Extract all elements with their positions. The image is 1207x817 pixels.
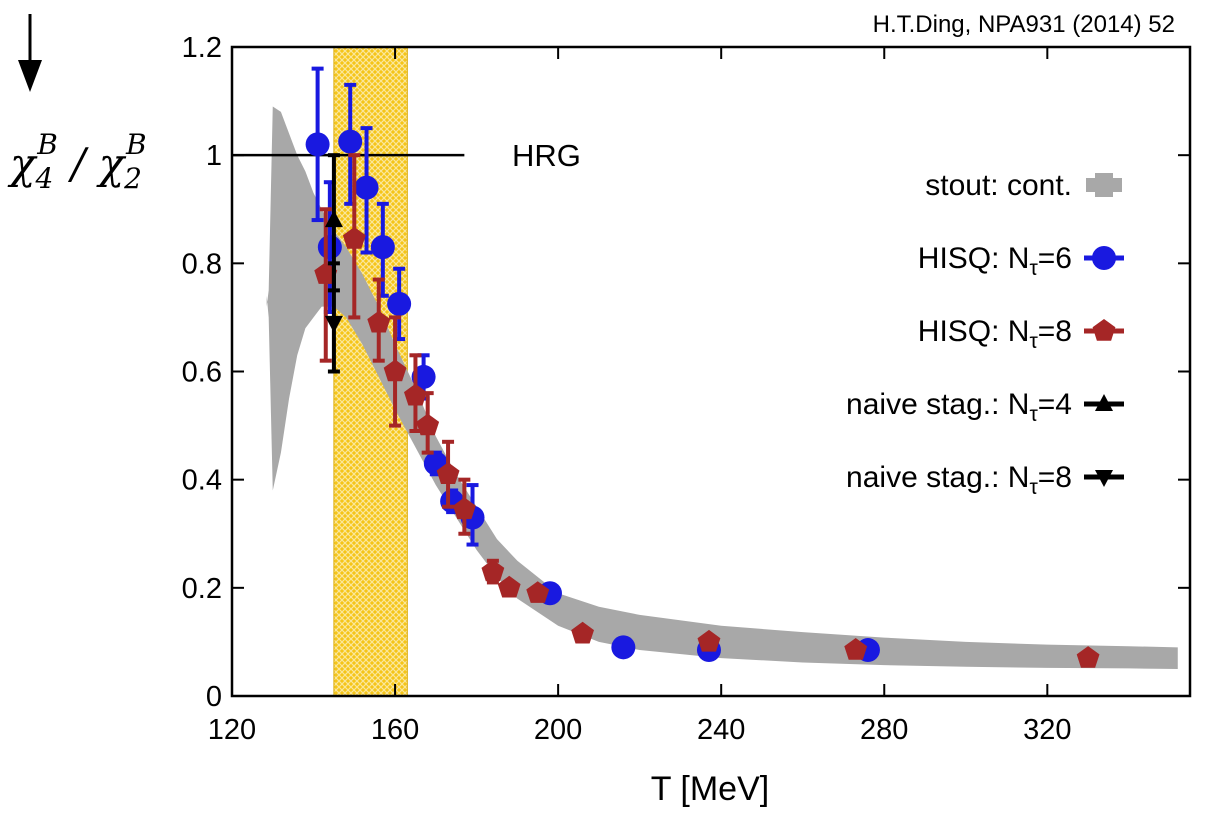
legend-label: HISQ: Nτ=6 (918, 242, 1072, 280)
legend-marker (1092, 246, 1116, 270)
data-point (1076, 646, 1100, 668)
y-tick-label: 1.2 (182, 32, 222, 64)
x-tick-label: 320 (1023, 714, 1071, 746)
y-tick-label: 0 (206, 681, 222, 713)
x-tick-label: 200 (534, 714, 582, 746)
hrg-label: HRG (512, 138, 581, 173)
data-point (416, 413, 440, 436)
legend-marker (1095, 470, 1113, 487)
data-point (697, 629, 721, 652)
data-point (305, 132, 330, 157)
legend-marker (1092, 319, 1116, 341)
legend-label: naive stag.: Nτ=8 (846, 461, 1072, 499)
data-point (481, 559, 505, 582)
citation-text: H.T.Ding, NPA931 (2014) 52 (873, 11, 1175, 38)
data-point (387, 291, 412, 316)
data-point (314, 262, 338, 284)
data-point (370, 235, 395, 260)
data-point (497, 575, 521, 598)
data-point (317, 235, 342, 260)
data-point (411, 364, 436, 389)
data-point (324, 315, 343, 333)
y-tick-label: 0.6 (182, 357, 222, 389)
down-arrow-icon (18, 14, 42, 92)
legend-label: HISQ: Nτ=8 (918, 315, 1072, 353)
y-tick-label: 0.2 (182, 573, 222, 605)
legend-swatch (1095, 173, 1113, 197)
x-axis-label: T [MeV] (651, 770, 769, 808)
data-point (383, 359, 407, 382)
legend-marker (1095, 394, 1113, 411)
data-point (404, 383, 427, 406)
data-point (611, 635, 636, 660)
data-point (436, 462, 460, 484)
data-point (338, 129, 363, 154)
y-tick-label: 1 (206, 140, 222, 172)
legend: stout: cont. HISQ: Nτ=6 HISQ: Nτ=8 naive st… (846, 169, 1124, 499)
data-point (453, 497, 476, 520)
x-tick-label: 280 (860, 714, 908, 746)
y-tick-label: 0.8 (182, 248, 222, 280)
x-tick-label: 240 (697, 714, 745, 746)
data-point (354, 175, 379, 200)
plot-area: HRG 0 0.2 0.4 0.6 0.8 1 1.2 120 160 200 240 280 320 (182, 32, 1192, 746)
x-tick-label: 160 (371, 714, 419, 746)
x-tick-label: 120 (208, 714, 256, 746)
data-point (324, 210, 343, 228)
data-point (342, 227, 366, 249)
y-axis-label: χ4B / χ2B (7, 128, 147, 195)
data-point (844, 638, 868, 660)
data-point (571, 621, 594, 644)
y-tick-label: 0.4 (182, 465, 222, 497)
data-point (367, 310, 391, 333)
legend-label: naive stag.: Nτ=4 (846, 388, 1072, 426)
data-point (526, 581, 550, 603)
legend-label: stout: cont. (925, 169, 1072, 202)
